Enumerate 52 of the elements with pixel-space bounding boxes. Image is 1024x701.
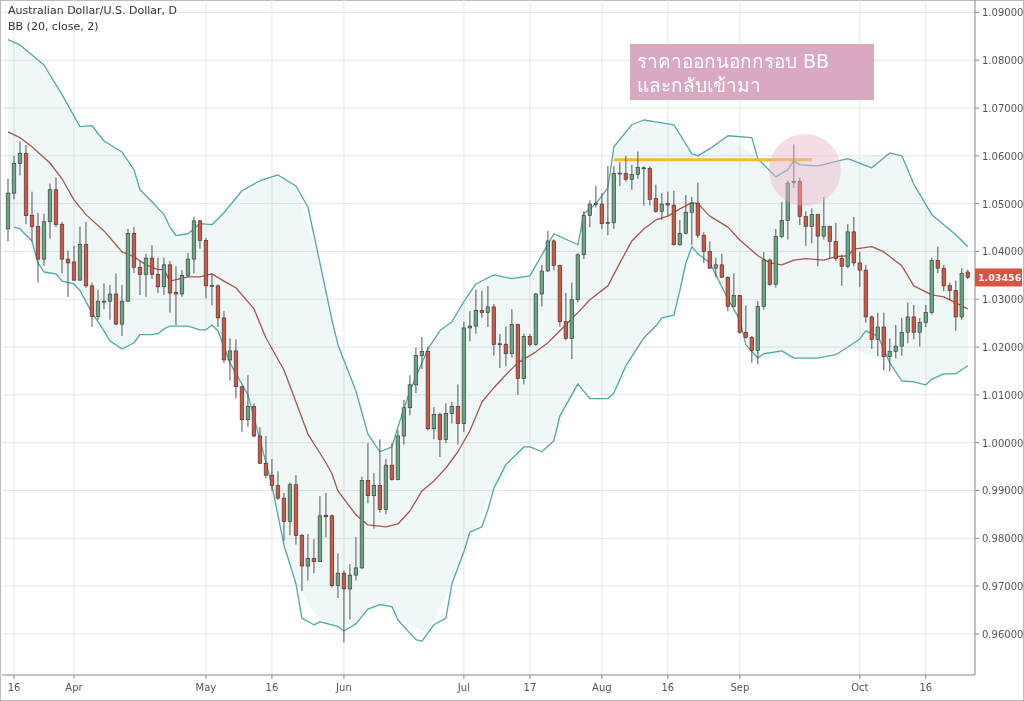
text: BB (20, close, 2) bbox=[8, 20, 99, 33]
x-tick-label: Sep bbox=[730, 682, 750, 693]
annotation: ราคาออกนอกกรอบ BB และกลับเข้ามา bbox=[637, 50, 830, 96]
y-tick-label: 1.02000 bbox=[982, 342, 1024, 354]
chart-title: Australian Dollar/U.S. Dollar, D bbox=[8, 4, 177, 17]
candlestick bbox=[29, 191, 35, 242]
x-tick-label: Apr bbox=[65, 682, 84, 693]
candlestick bbox=[119, 284, 125, 337]
y-tick-label: 0.98000 bbox=[982, 533, 1024, 545]
y-tick-label: 0.97000 bbox=[982, 581, 1024, 593]
candlestick bbox=[197, 219, 203, 250]
candlestick bbox=[173, 265, 179, 326]
y-tick-label: 1.06000 bbox=[982, 150, 1024, 162]
x-tick-label: Aug bbox=[592, 682, 612, 693]
candlestick bbox=[227, 337, 233, 382]
x-tick-label: 16 bbox=[919, 682, 933, 693]
candlestick bbox=[71, 245, 77, 282]
candlestick bbox=[95, 289, 101, 321]
x-tick-label: Oct bbox=[851, 682, 869, 693]
x-tick-label: May bbox=[195, 682, 217, 693]
text: 1.03456 bbox=[978, 272, 1022, 284]
y-tick-label: 1.00000 bbox=[982, 437, 1024, 449]
candlestick bbox=[143, 253, 149, 298]
candlestick bbox=[137, 260, 143, 296]
x-tick-label: 16 bbox=[265, 682, 279, 693]
x-tick-label: 16 bbox=[7, 682, 21, 693]
x-tick-label: 17 bbox=[523, 682, 537, 693]
y-tick-label: 1.07000 bbox=[982, 103, 1024, 115]
line-series bbox=[13, 226, 969, 642]
candlestick bbox=[17, 141, 23, 176]
y-tick-label: 1.08000 bbox=[982, 55, 1024, 67]
candlestick bbox=[101, 282, 107, 310]
line-series bbox=[7, 39, 969, 453]
candlestick bbox=[179, 269, 185, 298]
line-series bbox=[7, 131, 969, 528]
candlestick bbox=[185, 252, 191, 278]
y-tick-label: 0.96000 bbox=[982, 628, 1024, 640]
candlestick bbox=[155, 257, 161, 294]
y-tick-label: 0.99000 bbox=[982, 485, 1024, 497]
candlestick bbox=[209, 272, 215, 306]
x-tick-label: Jun bbox=[335, 682, 352, 693]
candlestick bbox=[149, 244, 155, 280]
candlestick bbox=[65, 250, 71, 298]
y-tick-label: 1.09000 bbox=[982, 7, 1024, 19]
x-tick-label: 16 bbox=[661, 682, 675, 693]
y-tick-label: 1.03000 bbox=[982, 294, 1024, 306]
y-tick-label: 1.05000 bbox=[982, 198, 1024, 210]
candlestick bbox=[107, 284, 113, 321]
candlestick bbox=[161, 257, 167, 296]
x-tick-label: Jul bbox=[456, 682, 470, 693]
y-tick-label: 1.01000 bbox=[982, 389, 1024, 401]
y-tick-label: 1.04000 bbox=[982, 246, 1024, 258]
